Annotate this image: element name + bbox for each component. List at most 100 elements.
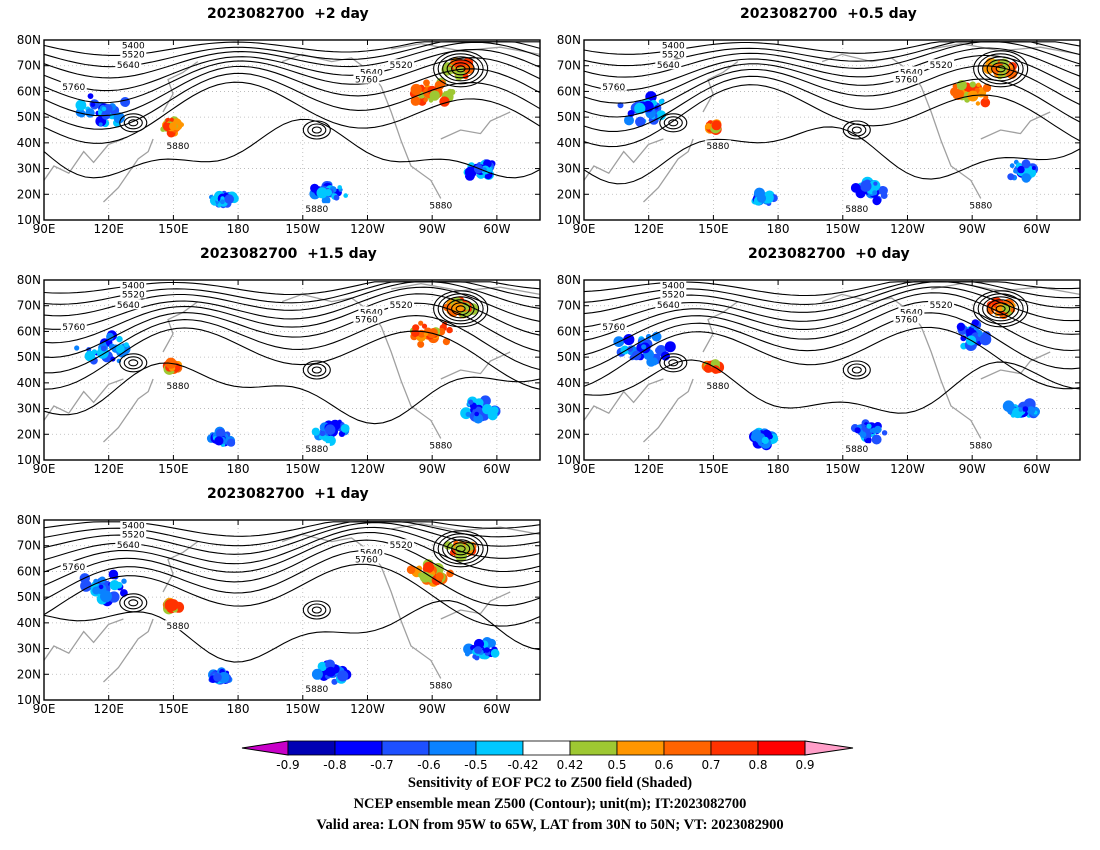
contour-line <box>43 531 541 573</box>
lon-label: 150W <box>825 222 860 236</box>
lon-label: 90W <box>419 222 446 236</box>
contour-ring <box>302 600 331 620</box>
contour-ring <box>446 299 475 319</box>
contour-label-bg <box>60 560 87 571</box>
shade-cell <box>164 599 177 611</box>
shade-cell <box>980 97 991 108</box>
shade-cell <box>664 341 676 353</box>
shade-cell <box>179 122 185 128</box>
colorbar-tick-label: -0.7 <box>370 758 393 772</box>
contour-ring <box>128 119 139 127</box>
lat-label: 80N <box>557 273 581 287</box>
shade-cell <box>321 196 331 205</box>
shade-cell <box>116 335 123 343</box>
contour-ring <box>982 296 1020 322</box>
contour-line <box>43 550 541 607</box>
contour-label-bg <box>660 48 687 59</box>
shade-cell <box>646 357 656 367</box>
shade-cell <box>465 411 471 417</box>
colorbar-segment <box>287 740 336 756</box>
contour-ring <box>128 599 139 607</box>
contour-line-5880 <box>43 118 541 179</box>
shade-cell <box>850 183 861 193</box>
coastline-path <box>43 618 124 661</box>
lat-label: 10N <box>557 213 581 227</box>
coastline-path <box>391 282 541 296</box>
shade-cell <box>311 427 320 436</box>
lon-label: 120W <box>350 462 385 476</box>
shade-cell <box>317 661 327 672</box>
shade-cell <box>490 648 500 658</box>
contour-label-bg <box>660 288 687 299</box>
shade-cell <box>1026 406 1036 415</box>
contour-label: 5640 <box>657 301 680 311</box>
contour-line <box>43 286 541 330</box>
shade-cell <box>703 363 713 373</box>
contour-ring <box>973 290 1029 328</box>
coastline-path <box>702 61 739 113</box>
shade-cell <box>429 90 440 101</box>
shade-cell <box>423 332 428 337</box>
lon-label: 90E <box>33 462 56 476</box>
contour-ring <box>433 290 489 328</box>
contour-label: 5520 <box>662 50 685 60</box>
lon-label: 90W <box>419 702 446 716</box>
contour-line <box>583 41 1081 78</box>
contour-label: 5880 <box>429 442 452 452</box>
lat-label: 40N <box>17 376 41 390</box>
contour-label-bg <box>353 553 380 564</box>
contour-line-5880 <box>583 359 1081 414</box>
shade-cell <box>860 180 872 192</box>
contour-label-bg <box>115 539 142 550</box>
contour-ring <box>437 533 484 565</box>
shade-cell <box>169 117 174 122</box>
shade-cell <box>617 102 624 109</box>
contour-label-bg <box>893 313 920 324</box>
lat-label: 30N <box>17 642 41 656</box>
contour-label-bg <box>427 199 454 210</box>
shade-cell <box>333 194 340 201</box>
lon-label: 120E <box>93 702 124 716</box>
contour-label-bg <box>928 59 955 70</box>
coastline-path <box>440 591 511 620</box>
shade-cell <box>115 344 125 354</box>
contour-label-bg <box>967 199 994 210</box>
contour-label: 5640 <box>900 68 923 78</box>
panel-title-plus0.5day: 2023082700 +0.5 day <box>740 6 917 22</box>
shade-cell <box>120 97 131 107</box>
contour-label: 5760 <box>355 76 378 86</box>
contour-line <box>43 327 541 390</box>
contour-label: 5880 <box>305 685 328 695</box>
colorbar-segment <box>710 740 759 756</box>
contour-label: 5880 <box>706 382 729 392</box>
contour-label-bg <box>898 66 925 77</box>
contour-ring <box>663 356 683 370</box>
lat-label: 50N <box>557 110 581 124</box>
shade-cell <box>316 187 328 199</box>
lon-label: 120W <box>350 702 385 716</box>
colorbar-left-arrow <box>241 740 289 756</box>
contour-ring <box>973 50 1029 88</box>
lon-label: 90W <box>959 462 986 476</box>
contour-label-bg <box>164 140 191 151</box>
shade-cell <box>343 193 349 198</box>
contour-label-bg <box>358 546 385 557</box>
shade-cell <box>711 120 722 131</box>
panel-title-plus1day: 2023082700 +1 day <box>207 486 369 502</box>
lon-label: 60W <box>483 702 510 716</box>
lon-label: 150E <box>698 462 729 476</box>
contour-label: 5880 <box>845 205 868 215</box>
lat-label: 80N <box>17 33 41 47</box>
contour-label-bg <box>120 528 147 539</box>
lat-label: 50N <box>17 110 41 124</box>
shade-cell <box>484 647 490 653</box>
shade-cell <box>435 572 444 581</box>
shade-cell <box>705 123 712 130</box>
contour-label: 5520 <box>930 301 953 311</box>
contour-label: 5880 <box>166 142 189 152</box>
contour-line-5880 <box>43 362 541 425</box>
contour-label: 5640 <box>360 68 383 78</box>
shade-cell <box>311 668 323 680</box>
